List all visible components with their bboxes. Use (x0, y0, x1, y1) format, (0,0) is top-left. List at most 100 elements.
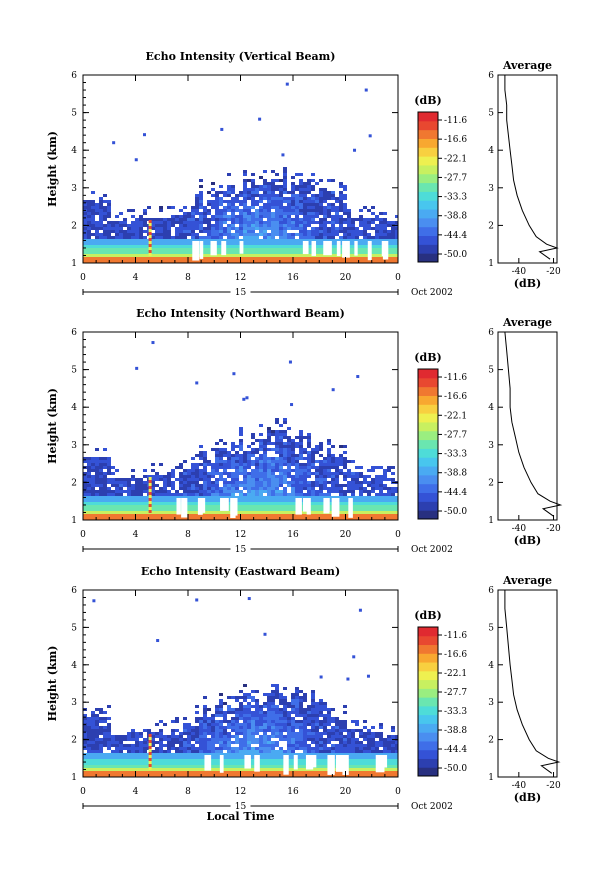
profile-xlabel: (dB) (514, 534, 541, 547)
y-tick-label: 4 (71, 403, 77, 413)
profile-x-tick-label: -20 (546, 524, 561, 534)
y-tick-label: 6 (71, 328, 77, 338)
profile-y-tick-label: 4 (488, 146, 494, 156)
echo-field (83, 341, 398, 520)
colorbar-tick-label: -11.6 (444, 631, 467, 641)
chart-title: Echo Intensity (Eastward Beam) (141, 565, 340, 578)
colorbar-tick-label: -11.6 (444, 116, 467, 126)
colorbar-tick-label: -38.8 (444, 469, 467, 479)
day-label: 15 (235, 545, 247, 555)
profile-xlabel: (dB) (514, 791, 541, 804)
profile-title: Average (502, 574, 552, 587)
colorbar-cell (418, 466, 438, 476)
profile-y-tick-label: 6 (488, 71, 494, 81)
colorbar-tick-label: -33.3 (444, 707, 467, 717)
y-tick-label: 1 (71, 773, 77, 783)
colorbar-cell (418, 182, 438, 192)
profile-y-tick-label: 5 (488, 623, 494, 633)
colorbar-unit: (dB) (414, 351, 441, 364)
colorbar-cell (418, 253, 438, 263)
colorbar-tick-label: -16.6 (444, 392, 467, 402)
colorbar-cell (418, 749, 438, 759)
colorbar-cell (418, 112, 438, 122)
y-tick-label: 1 (71, 259, 77, 269)
colorbar-cell (418, 653, 438, 663)
colorbar-cell (418, 377, 438, 388)
colorbar-tick-label: -27.7 (444, 173, 467, 183)
colorbar-tick-label: -33.3 (444, 193, 467, 203)
colorbar-frame (417, 626, 439, 777)
y-tick-label: 2 (71, 221, 77, 231)
colorbar-tick-label: -16.6 (444, 135, 467, 145)
colorbar-tick-label: -27.7 (444, 688, 467, 698)
x-tick-label: 4 (133, 530, 139, 540)
colorbar-cell (418, 457, 438, 467)
profile-frame (497, 589, 558, 778)
colorbar-tick-label: -50.0 (444, 250, 467, 260)
x-tick-label: 4 (133, 273, 139, 283)
y-tick-label: 3 (71, 441, 77, 451)
colorbar-cell (418, 483, 438, 494)
colorbar-tick-label: -50.0 (444, 507, 467, 517)
colorbar-cell (418, 226, 438, 237)
profile-x-tick-label: -40 (512, 524, 527, 534)
y-axis-label: Height (km) (46, 646, 59, 722)
colorbar-cell (418, 448, 438, 458)
colorbar-cell (418, 439, 438, 449)
colorbar-tick-label: -44.4 (444, 231, 467, 241)
colorbar-cell (418, 369, 438, 379)
profile-line (504, 75, 559, 260)
profile-frame (497, 74, 558, 264)
x-tick-label: 0 (395, 530, 401, 540)
profile-y-tick-label: 2 (488, 736, 494, 746)
echo-field (83, 82, 398, 263)
x-axis-label: Local Time (207, 810, 275, 823)
panel-2: Echo Intensity (Northward Beam)123456Hei… (46, 307, 563, 555)
colorbar-tick-label: -11.6 (444, 373, 467, 383)
y-tick-label: 4 (71, 661, 77, 671)
colorbar-cell (418, 120, 438, 131)
profile-y-tick-label: 3 (488, 441, 494, 451)
x-tick-label: 0 (80, 530, 86, 540)
colorbar-tick-label: -22.1 (444, 154, 467, 164)
chart-title: Echo Intensity (Vertical Beam) (145, 50, 335, 63)
colorbar-tick-label: -44.4 (444, 488, 467, 498)
y-tick-label: 5 (71, 366, 77, 376)
colorbar-cell (418, 723, 438, 733)
profile-frame (497, 331, 558, 521)
profile-y-tick-label: 3 (488, 184, 494, 194)
colorbar-cell (418, 697, 438, 707)
colorbar-cell (418, 129, 438, 139)
profile-xlabel: (dB) (514, 277, 541, 290)
y-tick-label: 1 (71, 516, 77, 526)
colorbar-cell (418, 395, 438, 405)
colorbar-cell (418, 191, 438, 201)
colorbar-cell (418, 758, 438, 768)
x-tick-label: 4 (133, 787, 139, 797)
colorbar-cell (418, 492, 438, 502)
x-tick-label: 0 (395, 273, 401, 283)
colorbar-cell (418, 164, 438, 175)
y-tick-label: 3 (71, 698, 77, 708)
day-label: 15 (235, 288, 247, 298)
colorbar-cell (418, 627, 438, 637)
date-label: Oct 2002 (411, 288, 453, 298)
x-tick-label: 16 (287, 273, 299, 283)
x-tick-label: 0 (395, 787, 401, 797)
colorbar-cell (418, 635, 438, 646)
date-label: Oct 2002 (411, 545, 453, 555)
profile-y-tick-label: 1 (488, 259, 494, 269)
colorbar-tick-label: -16.6 (444, 650, 467, 660)
x-tick-label: 20 (340, 787, 352, 797)
date-label: Oct 2002 (411, 802, 453, 812)
y-tick-label: 5 (71, 623, 77, 633)
profile-x-tick-label: -20 (546, 781, 561, 791)
colorbar-cell (418, 501, 438, 511)
colorbar-tick-label: -44.4 (444, 745, 467, 755)
x-tick-label: 0 (80, 273, 86, 283)
profile-y-tick-label: 1 (488, 516, 494, 526)
colorbar-cell (418, 474, 438, 485)
colorbar-tick-label: -50.0 (444, 764, 467, 774)
colorbar-cell (418, 404, 438, 414)
profile-y-tick-label: 4 (488, 661, 494, 671)
